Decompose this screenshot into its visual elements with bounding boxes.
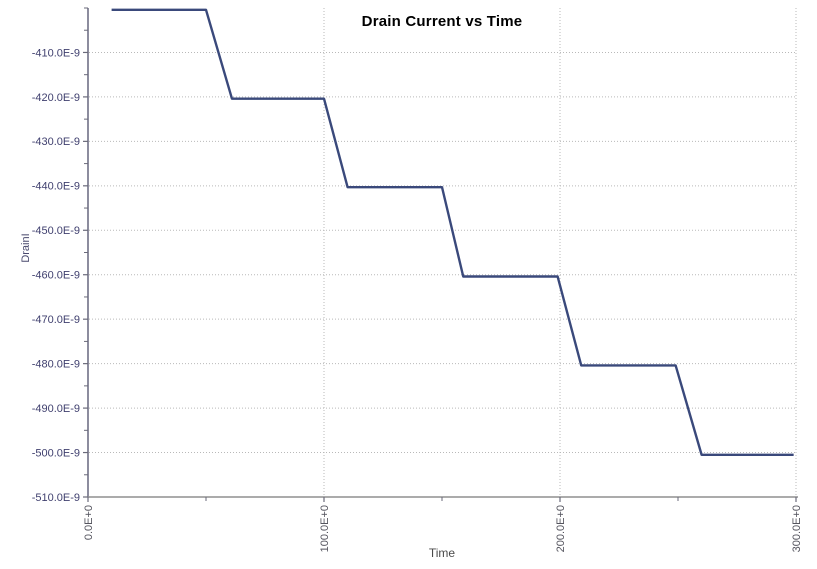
y-axis-title: DrainI [20, 233, 32, 263]
y-tick-label: -430.0E-9 [32, 136, 80, 148]
series-line-draini [111, 8, 794, 456]
x-tick-label: 100.0E+0 [319, 505, 331, 552]
y-tick-label: -440.0E-9 [32, 181, 80, 193]
y-tick-label: -460.0E-9 [32, 270, 80, 282]
x-tick-label: 0.0E+0 [83, 505, 95, 540]
y-tick-label: -420.0E-9 [32, 92, 80, 104]
y-tick-label: -470.0E-9 [32, 314, 80, 326]
y-tick-label: -490.0E-9 [32, 403, 80, 415]
x-tick-label: 200.0E+0 [555, 505, 567, 552]
chart-title: Drain Current vs Time [361, 13, 523, 30]
x-tick-label: 300.0E+0 [791, 505, 803, 552]
y-tick-label: -510.0E-9 [32, 492, 80, 504]
x-axis-title: Time [428, 546, 456, 560]
y-tick-label: -450.0E-9 [32, 225, 80, 237]
y-tick-label: -410.0E-9 [32, 47, 80, 59]
y-tick-label: -480.0E-9 [32, 358, 80, 370]
y-tick-label: -500.0E-9 [32, 447, 80, 459]
